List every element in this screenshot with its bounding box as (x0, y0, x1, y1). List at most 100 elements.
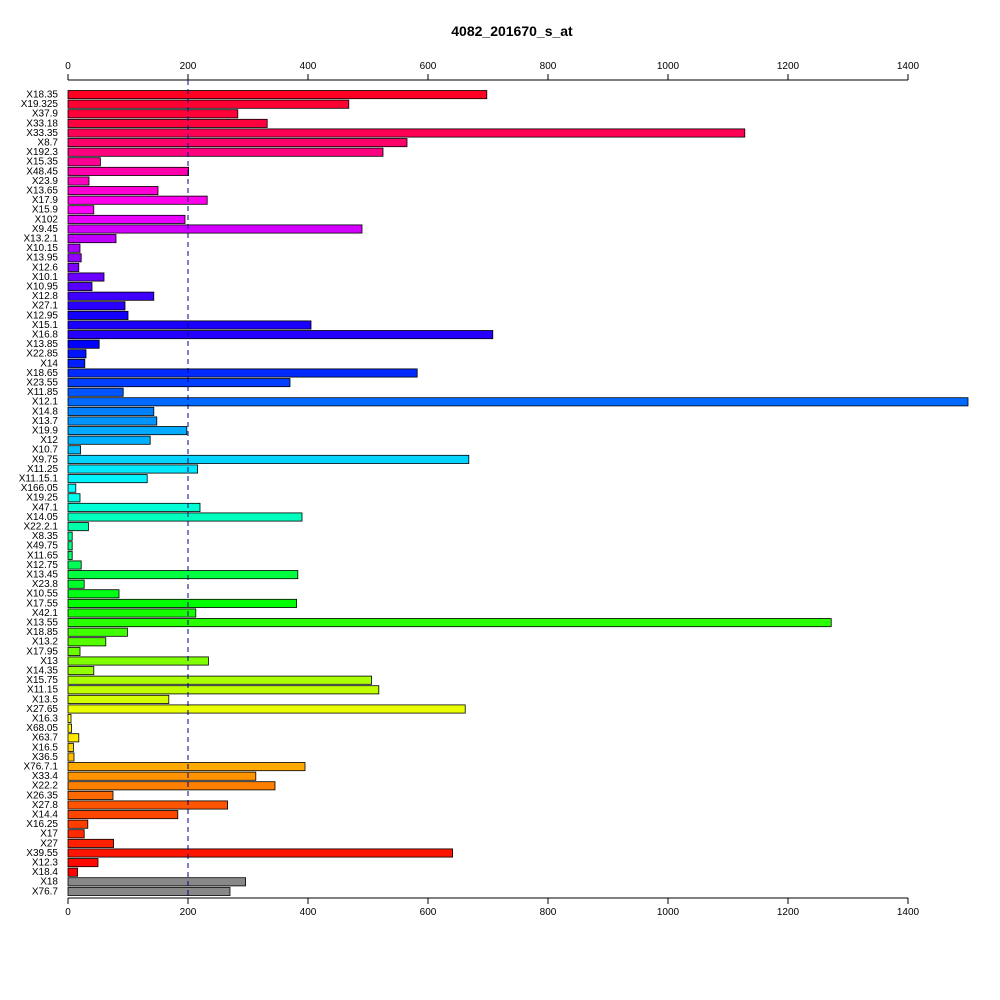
bar-X16.8 (67, 330, 494, 340)
tick-label: 400 (300, 61, 317, 72)
category-label: X48.45 (26, 166, 58, 177)
category-label: X11.15 (27, 685, 58, 696)
category-label: X12.75 (26, 560, 58, 571)
category-label: X42.1 (32, 608, 59, 619)
category-label: X68.05 (26, 723, 58, 734)
category-label: X10.7 (32, 445, 59, 456)
category-label: X102 (35, 214, 59, 225)
bar-X33.4 (67, 771, 257, 781)
category-label: X12 (40, 435, 58, 446)
category-label: X47.1 (32, 502, 59, 513)
category-label: X13.5 (32, 694, 59, 705)
bar-X23.9 (67, 176, 90, 186)
bar-X18.4 (67, 867, 79, 877)
category-label: X11.15.1 (19, 474, 59, 485)
category-label: X13.7 (32, 416, 59, 427)
tick-label: 1400 (897, 907, 920, 918)
category-label: X17.95 (26, 646, 58, 657)
bottom-x-axis: 0 200 400 600 800 1000 1200 1400 (65, 897, 920, 918)
category-label: X8.7 (37, 138, 58, 149)
category-label: X76.7.1 (24, 762, 59, 773)
category-label: X23.9 (32, 176, 59, 187)
category-label: X16.5 (32, 742, 59, 753)
bar-X23.55 (67, 378, 291, 388)
category-label: X10.1 (32, 272, 59, 283)
bar-X63.7 (67, 733, 80, 743)
category-label: X13.95 (26, 253, 58, 264)
category-label: X13.55 (26, 618, 58, 629)
bar-X12.75 (67, 560, 82, 570)
category-label: X15.9 (32, 205, 59, 216)
category-label: X49.75 (26, 541, 58, 552)
category-label: X10.15 (26, 243, 58, 254)
category-label: X22.2.1 (24, 522, 59, 533)
bar-X13.2.1 (67, 234, 117, 244)
category-label: X18.65 (26, 368, 58, 379)
tick-label: 400 (300, 907, 317, 918)
bar-X14.4 (67, 810, 179, 820)
tick-label: 200 (180, 61, 197, 72)
bar-X48.45 (67, 166, 189, 176)
category-label: X17.55 (26, 598, 58, 609)
category-label: X26.35 (26, 790, 58, 801)
bar-X16.5 (67, 742, 74, 752)
category-label: X36.5 (32, 752, 59, 763)
bar-X33.35 (67, 128, 746, 138)
category-label: X166.05 (21, 483, 59, 494)
bar-X9.45 (67, 224, 363, 234)
bar-X12.8 (67, 291, 155, 301)
bar-X11.15 (67, 685, 380, 695)
bar-X68.05 (67, 723, 72, 733)
bar-X13.45 (67, 570, 299, 580)
bar-X8.7 (67, 138, 408, 148)
bar-X13.85 (67, 339, 100, 349)
category-label: X14 (40, 358, 58, 369)
tick-label: 800 (540, 907, 557, 918)
bar-X42.1 (67, 608, 197, 618)
category-label: X12.95 (26, 310, 58, 321)
category-label: X17 (40, 829, 58, 840)
category-label: X192.3 (26, 147, 58, 158)
tick-label: 0 (65, 61, 71, 72)
category-label: X11.25 (27, 464, 58, 475)
bar-X22.2 (67, 781, 276, 791)
bar-X13.65 (67, 186, 159, 196)
bar-X9.75 (67, 454, 470, 464)
bar-X12.1 (67, 397, 969, 407)
bar-X14.8 (67, 406, 155, 416)
bar-X14 (67, 358, 86, 368)
category-label: X27 (40, 838, 58, 849)
bar-X18 (67, 877, 247, 887)
category-label: X15.35 (26, 157, 58, 168)
category-label: X19.9 (32, 426, 59, 437)
bar-X10.7 (67, 445, 82, 455)
bar-X12 (67, 435, 151, 445)
bar-X19.9 (67, 426, 188, 436)
bar-X17.95 (67, 646, 81, 656)
bar-X14.05 (67, 512, 303, 522)
tick-label: 600 (420, 907, 437, 918)
category-label: X18.4 (32, 867, 59, 878)
category-label: X12.8 (32, 291, 59, 302)
category-label: X27.65 (26, 704, 58, 715)
bar-X13.55 (67, 618, 832, 628)
category-label: X19.25 (26, 493, 58, 504)
category-label: X63.7 (32, 733, 59, 744)
category-label: X17.9 (32, 195, 59, 206)
category-label: X14.35 (26, 666, 58, 677)
category-label: X19.325 (21, 99, 59, 110)
bar-X10.95 (67, 282, 93, 292)
category-label: X9.75 (32, 454, 59, 465)
bar-X37.9 (67, 109, 239, 119)
bar-X18.65 (67, 368, 418, 378)
bar-X15.35 (67, 157, 101, 167)
category-label: X14.8 (32, 406, 59, 417)
bar-X27 (67, 838, 114, 848)
category-label: X16.3 (32, 714, 59, 725)
category-label: X33.35 (26, 128, 58, 139)
bar-X16.25 (67, 819, 89, 829)
bar-X26.35 (67, 790, 114, 800)
bar-X13.5 (67, 694, 170, 704)
bar-X76.7.1 (67, 762, 306, 772)
bar-X12.3 (67, 858, 99, 868)
